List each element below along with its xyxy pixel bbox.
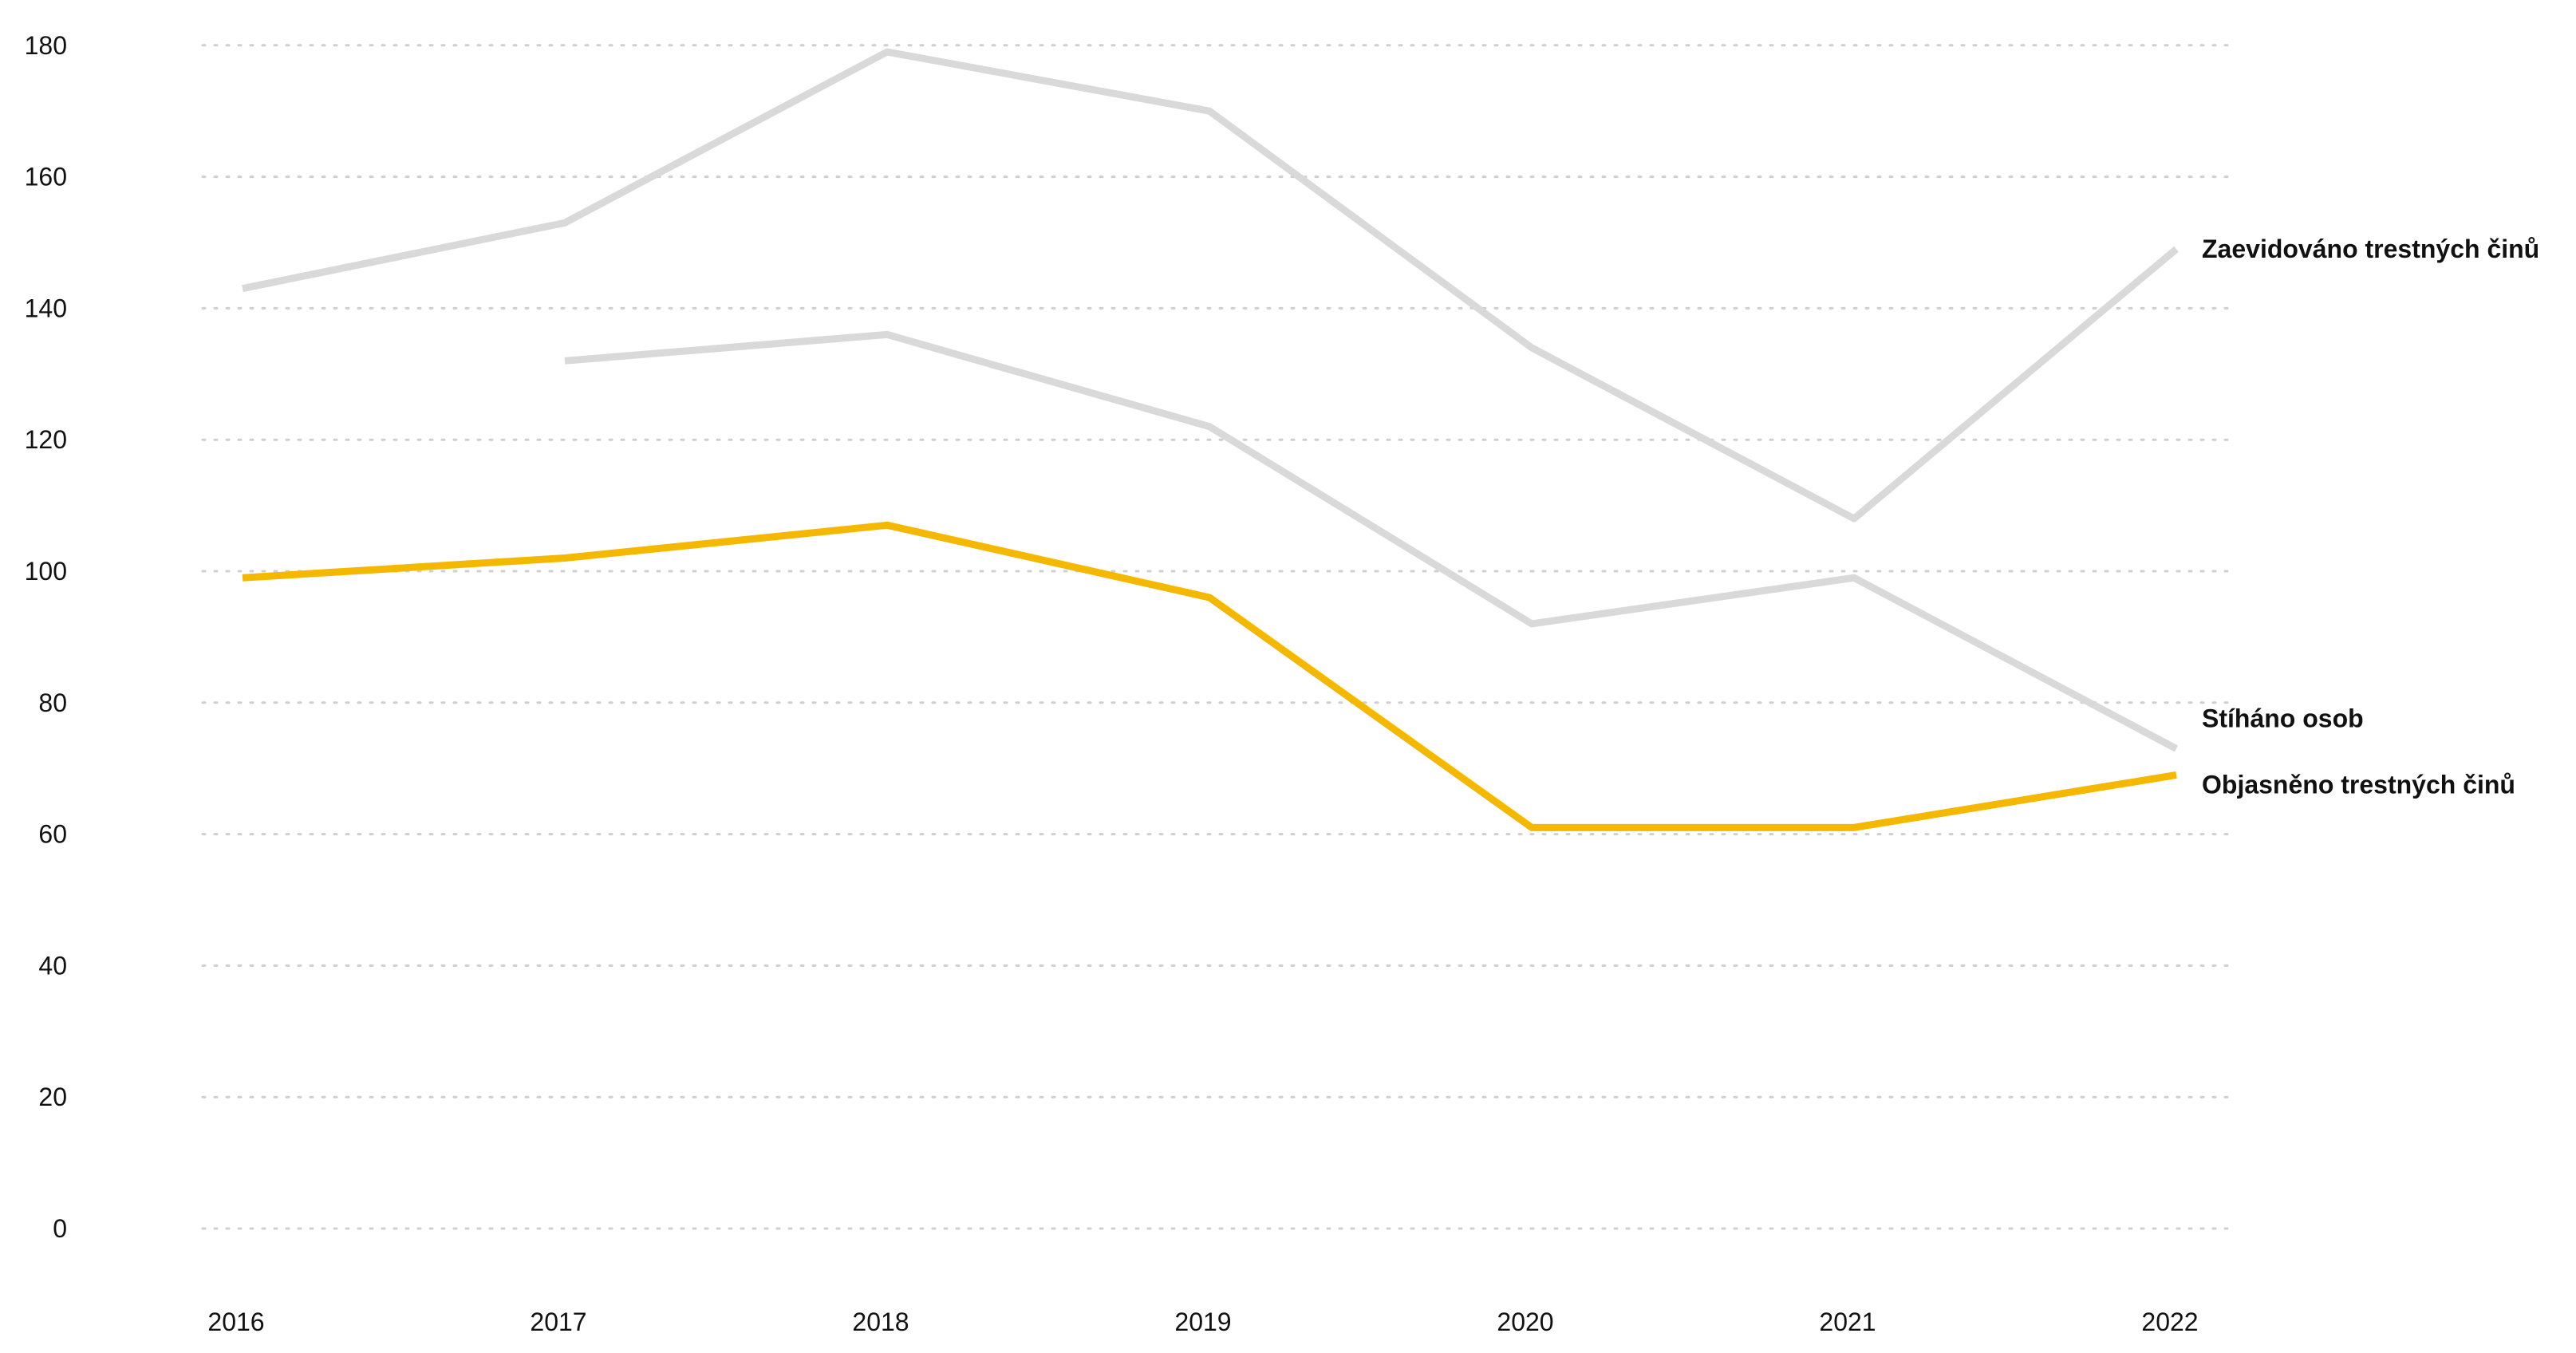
y-tick-label-140: 140 bbox=[25, 294, 67, 322]
series-lines bbox=[242, 48, 2179, 831]
y-tick-label-0: 0 bbox=[53, 1214, 67, 1243]
y-tick-label-40: 40 bbox=[38, 951, 67, 980]
series-line-1 bbox=[564, 330, 2179, 752]
series-line-0 bbox=[242, 48, 2179, 523]
series-label-2: Objasněno trestných činů bbox=[2202, 770, 2515, 799]
series-label-1: Stíháno osob bbox=[2202, 704, 2364, 732]
x-tick-label-2016: 2016 bbox=[207, 1308, 264, 1336]
y-tick-label-80: 80 bbox=[38, 688, 67, 717]
series-line-2 bbox=[242, 521, 2177, 831]
x-tick-label-2017: 2017 bbox=[530, 1308, 586, 1336]
x-tick-label-2020: 2020 bbox=[1497, 1308, 1553, 1336]
y-tick-label-180: 180 bbox=[25, 31, 67, 60]
x-tick-label-2021: 2021 bbox=[1819, 1308, 1876, 1336]
y-tick-label-60: 60 bbox=[38, 820, 67, 849]
y-tick-label-20: 20 bbox=[38, 1083, 67, 1111]
series-labels: Zaevidováno trestných činů Stíháno osob Ob… bbox=[2202, 235, 2539, 799]
gridlines bbox=[201, 44, 2235, 1230]
y-tick-label-160: 160 bbox=[25, 163, 67, 191]
series-label-0: Zaevidováno trestných činů bbox=[2202, 235, 2539, 263]
y-tick-label-120: 120 bbox=[25, 425, 67, 454]
x-axis: 2016 2017 2018 2019 2020 2021 2022 bbox=[207, 1308, 2198, 1336]
x-tick-label-2018: 2018 bbox=[852, 1308, 909, 1336]
x-tick-label-2019: 2019 bbox=[1174, 1308, 1231, 1336]
y-tick-label-100: 100 bbox=[25, 557, 67, 586]
y-axis: 0 20 40 60 80 100 120 140 160 180 bbox=[25, 31, 67, 1243]
x-tick-label-2022: 2022 bbox=[2141, 1308, 2198, 1336]
